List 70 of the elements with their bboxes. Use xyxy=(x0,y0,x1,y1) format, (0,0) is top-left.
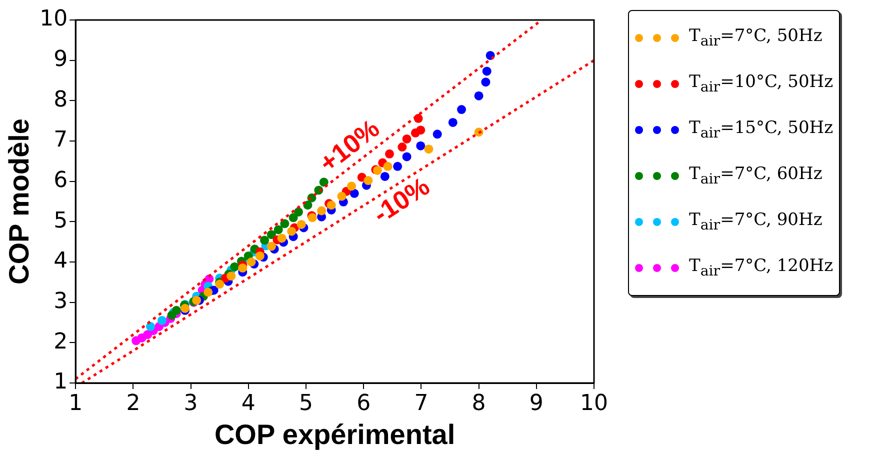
y-tick-label: 3 xyxy=(54,289,68,314)
point xyxy=(482,66,492,76)
y-tick-label: 5 xyxy=(54,208,68,234)
point xyxy=(274,225,283,234)
point xyxy=(294,207,304,216)
point xyxy=(448,118,458,127)
point xyxy=(238,264,248,273)
point xyxy=(146,322,155,332)
point xyxy=(364,176,373,186)
y-tick-label: 2 xyxy=(54,329,68,354)
point xyxy=(416,126,426,135)
point xyxy=(385,149,394,158)
point xyxy=(347,182,356,191)
point xyxy=(398,142,407,152)
point xyxy=(296,220,306,229)
point xyxy=(287,226,296,236)
point xyxy=(481,78,490,87)
point xyxy=(319,178,328,187)
point xyxy=(303,200,312,210)
point xyxy=(192,296,202,305)
point xyxy=(393,162,402,171)
point xyxy=(383,162,392,171)
point xyxy=(424,144,434,154)
x-tick-label: 2 xyxy=(126,390,140,416)
point xyxy=(255,251,264,260)
point xyxy=(266,242,276,251)
legend-label: T$_{air}$=7°C, 90Hz xyxy=(689,210,822,234)
point xyxy=(337,192,346,201)
point xyxy=(246,258,256,266)
x-tick-label: 9 xyxy=(529,390,544,416)
y-tick-label: 4 xyxy=(54,248,68,274)
point xyxy=(266,230,276,240)
x-tick-label: 3 xyxy=(184,390,198,416)
x-tick-label: 8 xyxy=(472,390,486,416)
y-tick-label: 9 xyxy=(54,47,68,72)
point xyxy=(457,105,466,114)
x-tick-label: 5 xyxy=(299,390,313,416)
y-tick-label: 10 xyxy=(40,6,68,32)
legend-label: T$_{air}$=15°C, 50Hz xyxy=(689,118,834,142)
y-tick-label: 7 xyxy=(54,128,68,153)
legend-label: T$_{air}$=7°C, 50Hz xyxy=(689,26,822,50)
point xyxy=(402,152,412,162)
point xyxy=(157,316,166,325)
point xyxy=(226,272,236,281)
legend-label: T$_{air}$=7°C, 120Hz xyxy=(689,256,834,280)
point xyxy=(416,141,426,150)
point xyxy=(432,130,442,139)
point xyxy=(204,288,213,297)
x-tick-label: 4 xyxy=(241,390,256,416)
y-tick-label: 8 xyxy=(54,87,68,112)
point xyxy=(288,213,298,222)
legend-label: T$_{air}$=7°C, 60Hz xyxy=(689,164,822,188)
y-tick-label: 1 xyxy=(54,370,68,395)
point xyxy=(350,188,359,198)
x-tick-label: 6 xyxy=(356,390,371,416)
point xyxy=(230,262,240,272)
annotation: -10% xyxy=(368,170,435,230)
point xyxy=(317,206,326,216)
x-tick-label: 7 xyxy=(414,390,428,416)
y-tick-label: 6 xyxy=(54,168,68,194)
point xyxy=(277,234,286,243)
x-tick-label: 10 xyxy=(580,390,608,416)
legend-label: T$_{air}$=10°C, 50Hz xyxy=(689,72,834,96)
point xyxy=(402,134,412,144)
x-axis-title: COP expérimental xyxy=(214,418,456,450)
point xyxy=(172,306,181,315)
y-axis-title: COP modèle xyxy=(4,118,35,284)
point xyxy=(474,91,484,100)
point xyxy=(260,236,270,245)
point xyxy=(280,219,290,228)
